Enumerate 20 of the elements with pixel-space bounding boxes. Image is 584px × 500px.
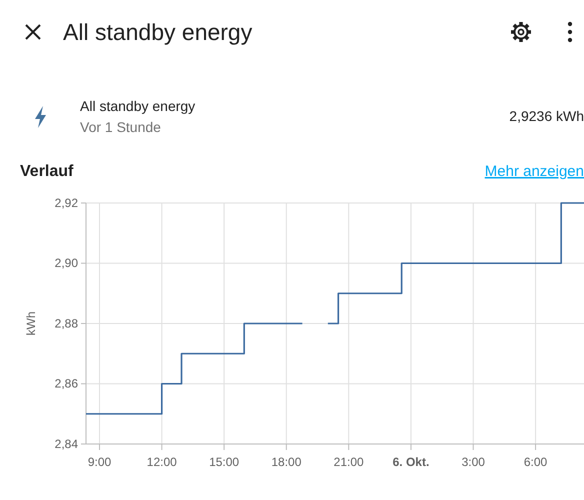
text: All standby energy [63,19,253,45]
y-tick-label: 2,86 [54,376,78,391]
y-axis-title: kWh [24,312,38,336]
x-tick-label: 6. Okt. [392,455,430,470]
x-tick-label: 12:00 [146,455,178,470]
text: Verlauf [20,163,74,180]
x-tick-label: 15:00 [209,455,240,470]
x-tick-label: 18:00 [271,455,302,470]
text: Mehr anzeigen [484,163,584,180]
text: Vor 1 Stunde [80,119,162,135]
x-tick-label: 6:00 [524,455,548,470]
x-tick-label: 3:00 [462,455,486,470]
y-tick-label: 2,84 [54,436,78,451]
text: 2,9236 kWh [509,108,584,124]
y-tick-label: 2,92 [54,196,78,210]
y-tick-label: 2,90 [54,256,78,270]
x-tick-label: 9:00 [88,455,112,470]
chart-title: All standby energy [80,98,196,114]
y-tick-label: 2,88 [54,316,78,330]
x-tick-label: 21:00 [334,455,364,470]
